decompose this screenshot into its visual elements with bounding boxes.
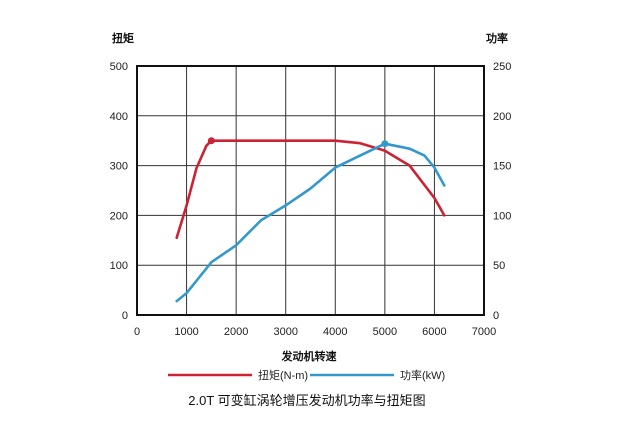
y-axis-right-title: 功率	[486, 31, 508, 45]
x-tick-label: 1000	[174, 326, 198, 338]
y-right-tick-label: 150	[493, 161, 511, 173]
y-axis-left-title: 扭矩	[112, 31, 134, 45]
y-left-tick-label: 100	[110, 260, 128, 272]
y-left-tick-label: 300	[110, 161, 128, 173]
legend: 扭矩(N-m) 功率(kW)	[168, 368, 445, 382]
x-axis-title: 发动机转速	[281, 349, 337, 363]
x-tick-label: 7000	[472, 326, 496, 338]
chart-title: 2.0T 可变缸涡轮增压发动机功率与扭矩图	[188, 393, 425, 408]
x-tick-label: 4000	[323, 326, 347, 338]
y-right-tick-label: 200	[493, 111, 511, 123]
x-tick-label: 0	[134, 326, 140, 338]
x-tick-label: 6000	[422, 326, 446, 338]
grid-lines	[137, 66, 484, 315]
y-left-tick-label: 400	[110, 111, 128, 123]
power-peak-marker	[381, 140, 389, 148]
torque-series-line	[175, 139, 446, 240]
y-left-tick-label: 0	[122, 310, 128, 322]
y-right-tick-label: 50	[493, 260, 505, 272]
y-left-tick-label: 200	[110, 210, 128, 222]
tick-labels: 0 1000 2000 3000 4000 5000 6000 700001002003004…	[110, 61, 512, 338]
power-series-line	[175, 142, 446, 303]
x-tick-label: 5000	[373, 326, 397, 338]
y-right-tick-label: 0	[493, 310, 499, 322]
x-tick-label: 2000	[224, 326, 248, 338]
legend-power-label: 功率(kW)	[400, 368, 445, 382]
plot-frame	[136, 65, 485, 316]
y-left-tick-label: 500	[110, 61, 128, 73]
x-tick-label: 3000	[273, 326, 297, 338]
y-right-tick-label: 100	[493, 210, 511, 222]
series-layer	[175, 137, 446, 303]
torque-peak-marker	[207, 137, 215, 145]
y-right-tick-label: 250	[493, 61, 511, 73]
legend-torque-label: 扭矩(N-m)	[258, 368, 308, 382]
